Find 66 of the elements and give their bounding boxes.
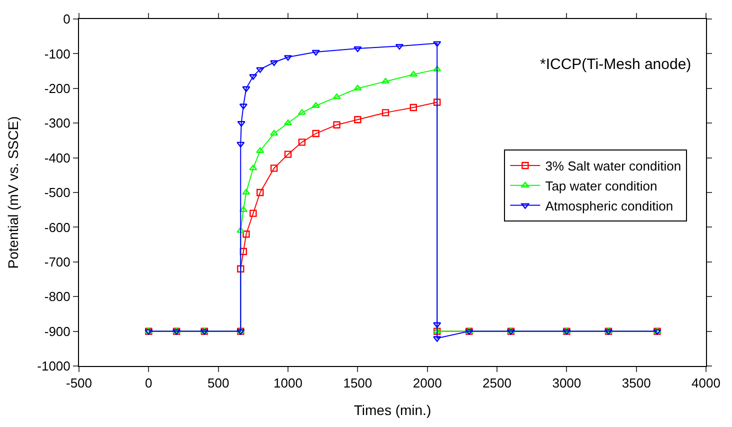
y-tick-label: -700 (44, 254, 70, 270)
legend-label: Tap water condition (545, 178, 658, 194)
point (242, 188, 250, 195)
point (433, 41, 442, 47)
y-tick-label: -1000 (37, 358, 70, 374)
point (333, 121, 340, 128)
point (433, 336, 442, 342)
y-tick-label: -100 (44, 46, 70, 62)
x-tick-label: 4000 (692, 376, 720, 391)
point (312, 130, 320, 138)
point (256, 188, 264, 196)
legend-label: Atmospheric condition (545, 198, 674, 214)
point (236, 227, 245, 233)
point (410, 104, 417, 112)
point (433, 66, 442, 72)
x-tick-label: 0 (145, 376, 152, 391)
point (312, 50, 320, 56)
y-tick-label: -400 (44, 150, 70, 166)
x-tick-label: 3500 (622, 376, 651, 391)
point (395, 44, 404, 50)
point (270, 164, 278, 172)
y-tick-label: -900 (44, 324, 70, 339)
point (433, 322, 442, 328)
point (312, 102, 320, 108)
point (298, 109, 306, 115)
point (242, 230, 250, 238)
point (242, 86, 250, 92)
y-axis-title: Potential (mV vs. SSCE) (4, 116, 21, 269)
point (256, 67, 264, 73)
point (249, 74, 258, 80)
point (249, 164, 258, 170)
point (381, 78, 390, 84)
y-tick-label: -800 (44, 289, 70, 304)
x-tick-label: 1000 (274, 376, 302, 391)
point (354, 46, 362, 52)
point (239, 206, 248, 212)
point (284, 150, 292, 158)
x-tick-label: 500 (207, 376, 230, 391)
x-tick-label: 1500 (343, 376, 372, 391)
y-tick-label: -500 (44, 185, 70, 200)
point (237, 121, 246, 127)
point (250, 210, 257, 217)
y-tick-label: -200 (44, 80, 70, 96)
annotation: *ICCP(Ti-Mesh anode) (540, 56, 692, 73)
y-tick-label: 0 (63, 12, 70, 27)
x-tick-label: -500 (66, 376, 92, 391)
x-axis-title: Times (min.) (354, 402, 432, 418)
point (237, 265, 244, 272)
point (433, 98, 441, 106)
point (256, 147, 264, 153)
point (239, 104, 248, 110)
point (270, 130, 278, 136)
point (409, 70, 418, 77)
point (236, 142, 245, 148)
point (382, 109, 390, 116)
x-tick-label: 2000 (412, 376, 442, 391)
y-tick-label: -300 (44, 116, 70, 131)
x-tick-label: 3000 (552, 376, 582, 391)
point (270, 60, 278, 66)
point (298, 138, 306, 146)
point (332, 93, 341, 100)
x-tick-label: 2500 (482, 376, 512, 391)
point (354, 116, 362, 124)
y-tick-label: -600 (44, 220, 70, 235)
point (354, 84, 362, 90)
legend-label: 3% Salt water condition (545, 158, 682, 174)
